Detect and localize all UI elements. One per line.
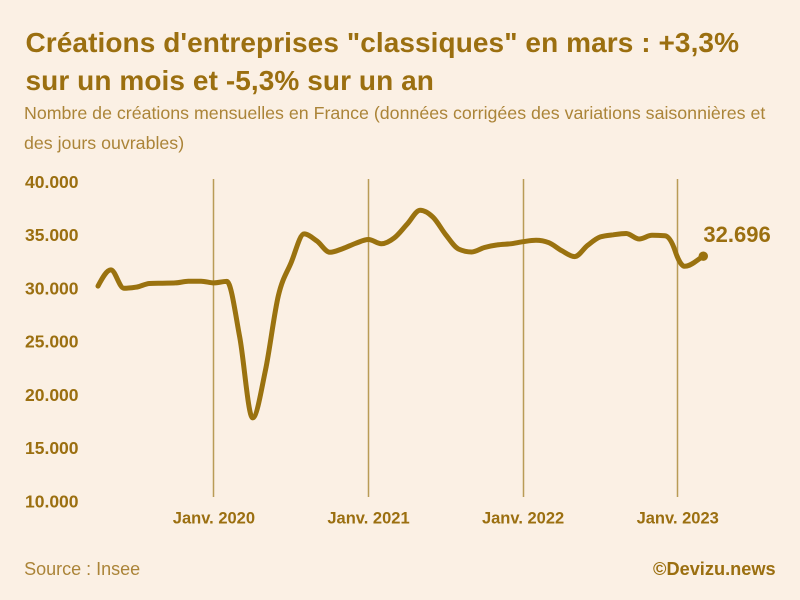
svg-text:35.000: 35.000 bbox=[25, 225, 79, 245]
svg-text:Janv. 2020: Janv. 2020 bbox=[173, 510, 255, 528]
svg-text:Janv. 2021: Janv. 2021 bbox=[327, 510, 409, 528]
svg-text:15.000: 15.000 bbox=[25, 438, 79, 458]
svg-text:30.000: 30.000 bbox=[25, 278, 79, 298]
svg-text:32.696: 32.696 bbox=[703, 222, 770, 247]
svg-text:40.000: 40.000 bbox=[25, 172, 79, 192]
svg-text:25.000: 25.000 bbox=[25, 332, 79, 352]
svg-text:Janv. 2022: Janv. 2022 bbox=[482, 510, 564, 528]
svg-text:10.000: 10.000 bbox=[25, 491, 79, 511]
svg-text:20.000: 20.000 bbox=[25, 385, 79, 405]
svg-text:Janv. 2023: Janv. 2023 bbox=[637, 510, 719, 528]
